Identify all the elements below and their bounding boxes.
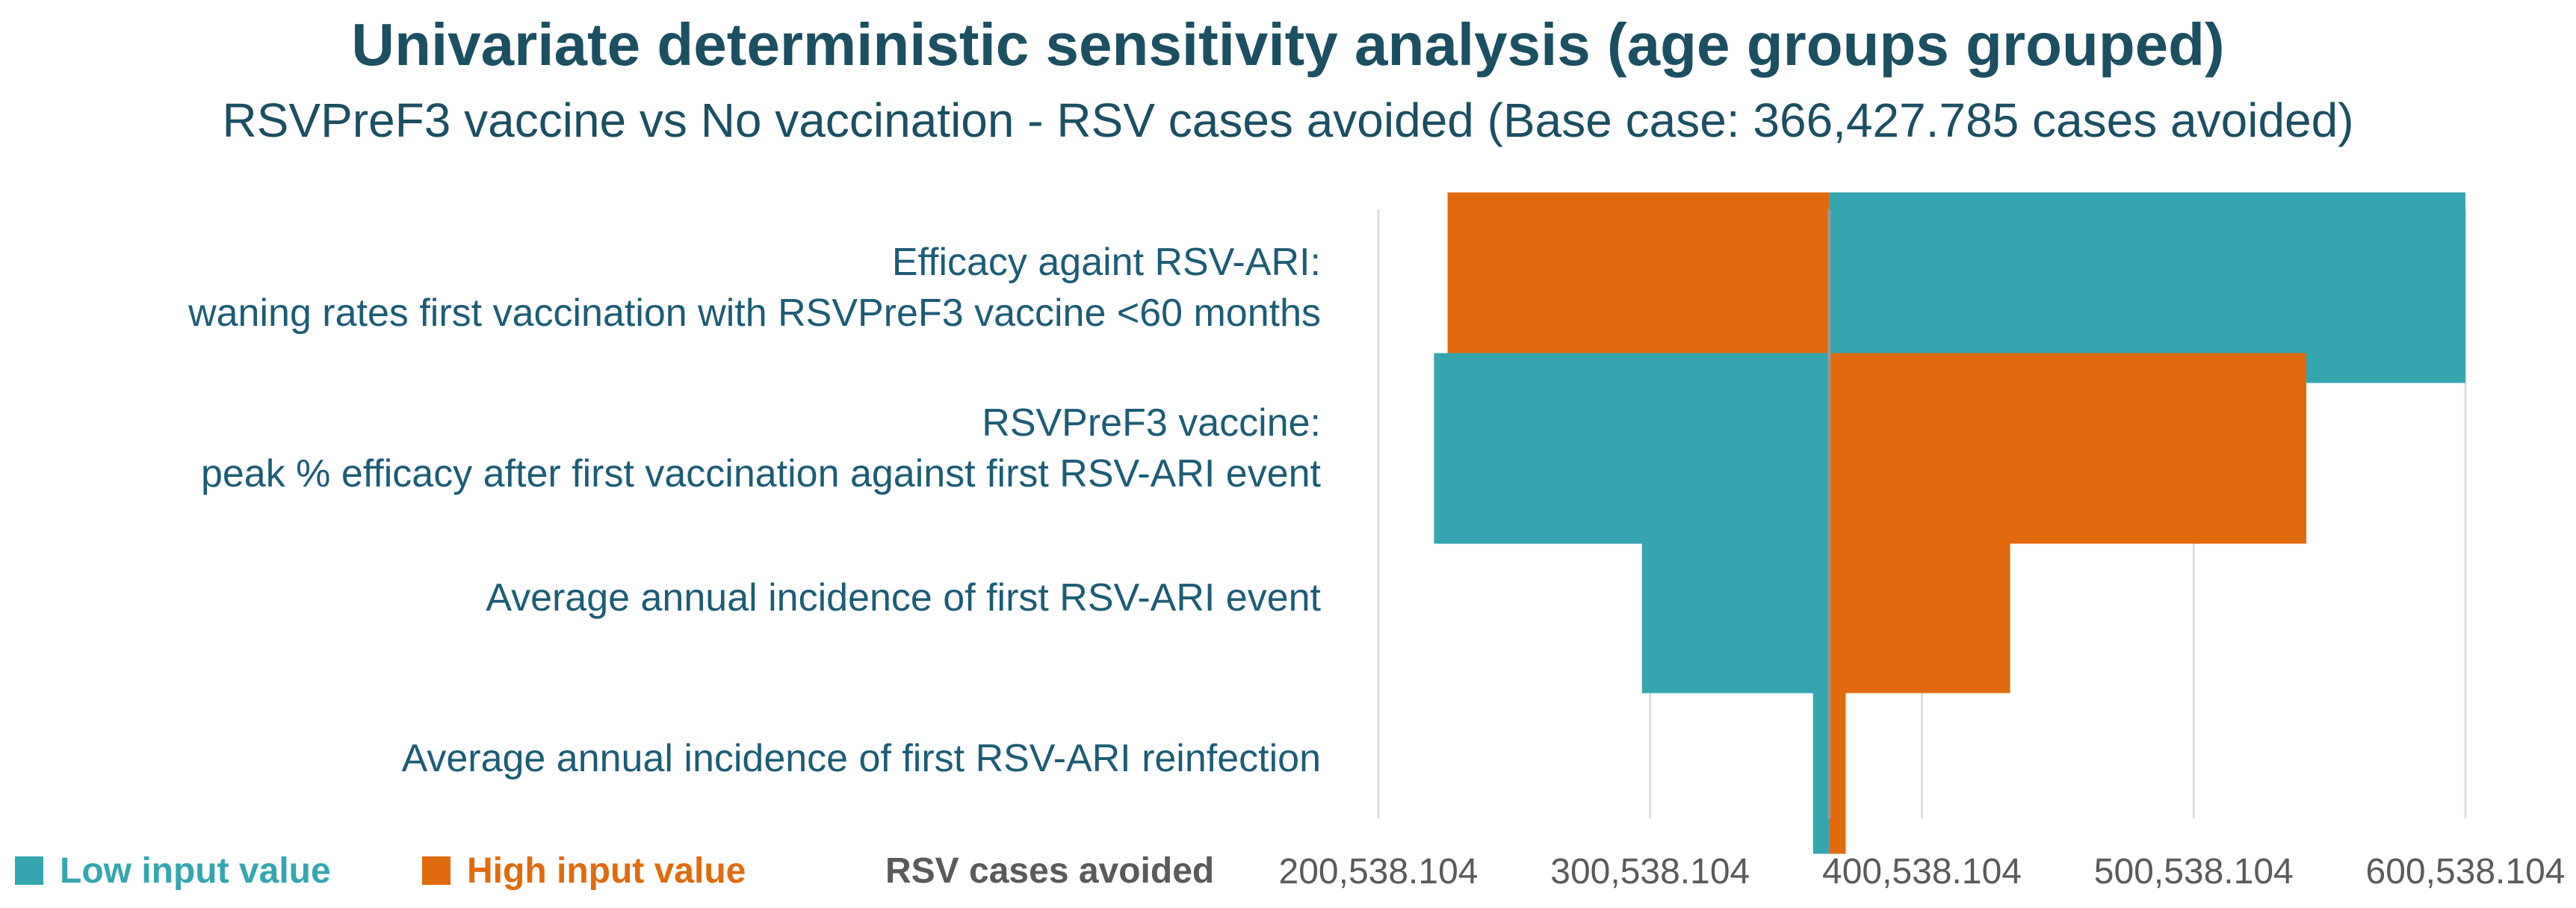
parameter-label-line: Average annual incidence of first RSV-AR… [486,576,1321,620]
chart-title: Univariate deterministic sensitivity ana… [351,11,2225,78]
parameter-label-line: Average annual incidence of first RSV-AR… [401,737,1321,780]
x-tick-label: 300,538.104 [1550,852,1750,892]
legend-low-swatch [15,856,43,885]
legend-low-label: Low input value [60,850,331,891]
legend-high: High input value [422,841,746,901]
bar-low [1812,663,1830,854]
x-tick-label: 200,538.104 [1279,852,1479,892]
x-tick-label: 500,538.104 [2094,852,2294,892]
parameter-label-line: waning rates first vaccination with RSVP… [188,291,1321,335]
parameter-label: Efficacy againt RSV-ARI: waning rates fir… [188,237,1321,339]
legend-low: Low input value [15,841,331,901]
parameter-label: Average annual incidence of first RSV-AR… [402,733,1321,784]
bar-low [1829,192,2465,383]
x-axis-title: RSV cases avoided [885,850,1215,891]
parameter-label-line: peak % efficacy after first vaccination … [200,452,1321,495]
bar-high [1829,663,1846,854]
parameter-label-line: Efficacy againt RSV-ARI: [891,241,1321,284]
x-tick-label: 400,538.104 [1822,852,2022,892]
legend-high-swatch [422,856,451,885]
bar-high [1829,502,2010,694]
parameter-label: RSVPreF3 vaccine: peak % efficacy after f… [201,398,1321,499]
bar-low [1641,502,1830,694]
parameter-label: Average annual incidence of first RSV-AR… [486,572,1321,623]
parameter-label-line: RSVPreF3 vaccine: [982,401,1321,445]
bar-high [1447,192,1830,383]
legend-high-label: High input value [467,850,746,891]
chart-subtitle: RSVPreF3 vaccine vs No vaccination - RSV… [222,93,2354,147]
x-tick-label: 600,538.104 [2366,852,2566,892]
